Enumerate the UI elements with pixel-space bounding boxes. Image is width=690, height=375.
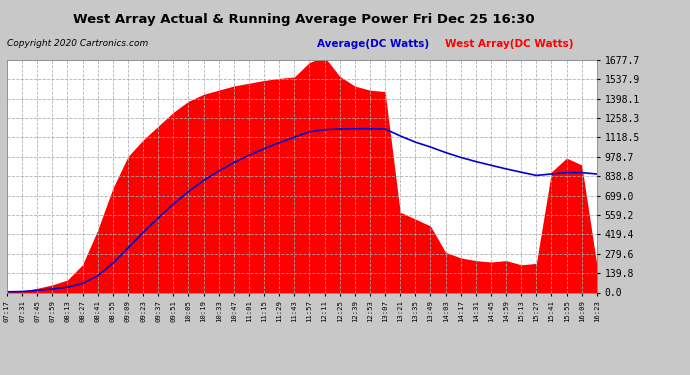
- Text: West Array Actual & Running Average Power Fri Dec 25 16:30: West Array Actual & Running Average Powe…: [72, 13, 535, 26]
- Text: Average(DC Watts): Average(DC Watts): [317, 39, 429, 50]
- Text: West Array(DC Watts): West Array(DC Watts): [445, 39, 573, 50]
- Text: Copyright 2020 Cartronics.com: Copyright 2020 Cartronics.com: [7, 39, 148, 48]
